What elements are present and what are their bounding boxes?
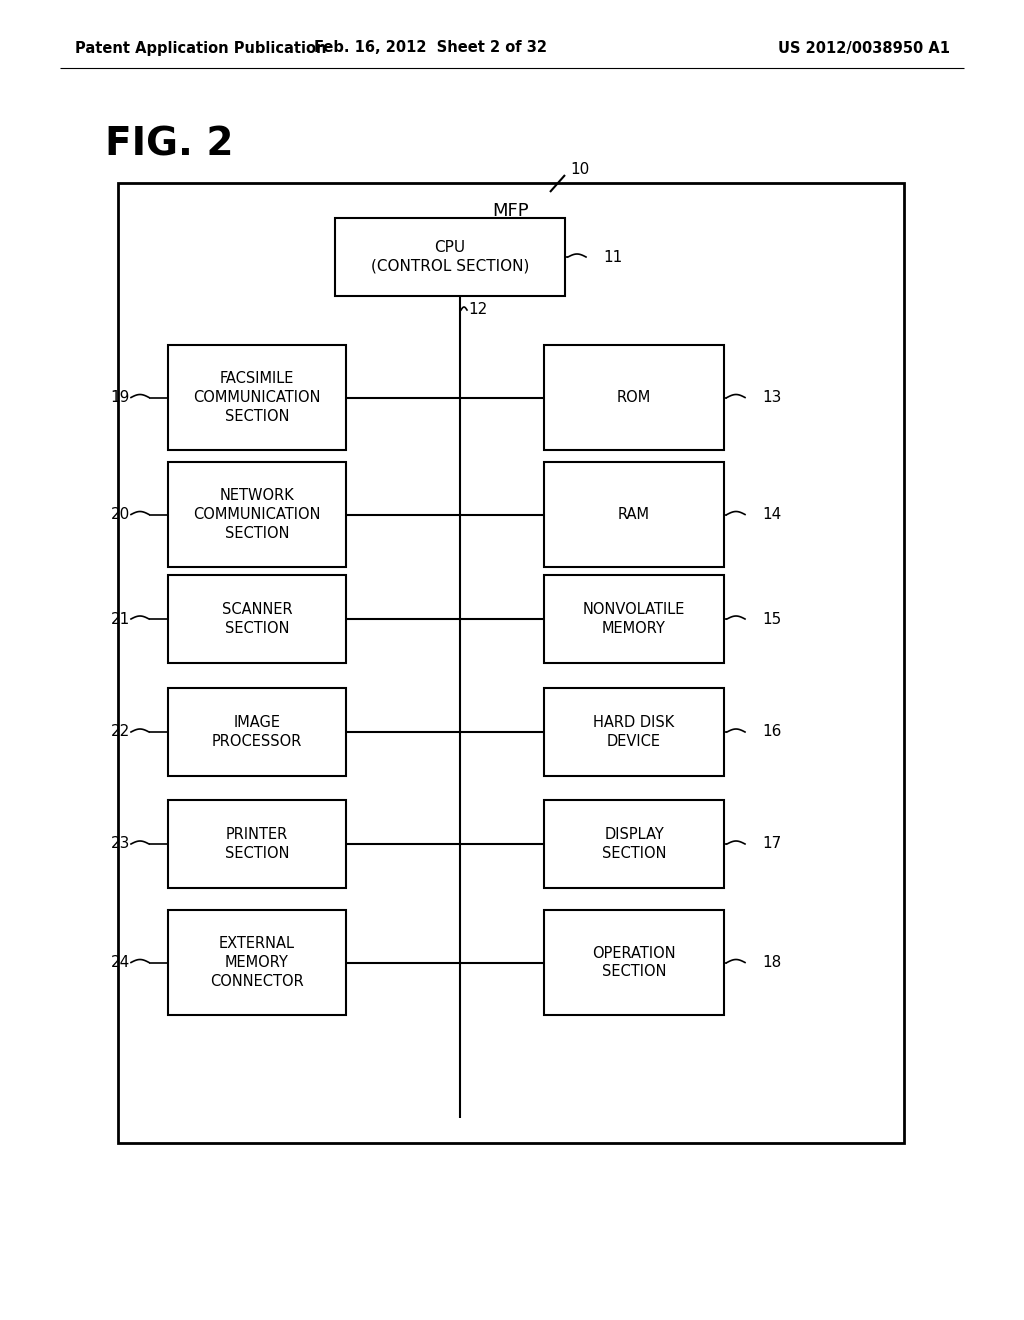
Text: PRINTER
SECTION: PRINTER SECTION	[224, 828, 289, 861]
Text: CPU
(CONTROL SECTION): CPU (CONTROL SECTION)	[371, 240, 529, 273]
Text: RAM: RAM	[618, 507, 650, 521]
Text: 16: 16	[762, 725, 781, 739]
Text: OPERATION
SECTION: OPERATION SECTION	[592, 945, 676, 979]
Text: FACSIMILE
COMMUNICATION
SECTION: FACSIMILE COMMUNICATION SECTION	[194, 371, 321, 424]
Text: DISPLAY
SECTION: DISPLAY SECTION	[602, 828, 667, 861]
Bar	[168, 462, 346, 568]
Bar	[168, 909, 346, 1015]
Text: MFP: MFP	[493, 202, 529, 220]
Text: 18: 18	[762, 954, 781, 970]
Bar	[168, 345, 346, 450]
Bar	[168, 576, 346, 663]
Text: 17: 17	[762, 837, 781, 851]
Text: 20: 20	[111, 507, 130, 521]
Text: HARD DISK
DEVICE: HARD DISK DEVICE	[593, 715, 675, 748]
Text: Feb. 16, 2012  Sheet 2 of 32: Feb. 16, 2012 Sheet 2 of 32	[313, 41, 547, 55]
Text: Patent Application Publication: Patent Application Publication	[75, 41, 327, 55]
Text: 23: 23	[111, 837, 130, 851]
Text: EXTERNAL
MEMORY
CONNECTOR: EXTERNAL MEMORY CONNECTOR	[210, 936, 304, 989]
Text: US 2012/0038950 A1: US 2012/0038950 A1	[778, 41, 950, 55]
Bar	[544, 462, 724, 568]
Text: ROM: ROM	[616, 389, 651, 405]
Text: 13: 13	[762, 389, 781, 405]
Text: SCANNER
SECTION: SCANNER SECTION	[221, 602, 292, 636]
Text: 15: 15	[762, 611, 781, 627]
Text: 14: 14	[762, 507, 781, 521]
Text: NETWORK
COMMUNICATION
SECTION: NETWORK COMMUNICATION SECTION	[194, 488, 321, 541]
Bar	[544, 345, 724, 450]
Text: 11: 11	[603, 249, 623, 264]
Bar	[168, 688, 346, 776]
Text: 22: 22	[111, 725, 130, 739]
Text: 24: 24	[111, 954, 130, 970]
Text: 10: 10	[570, 162, 589, 177]
Text: IMAGE
PROCESSOR: IMAGE PROCESSOR	[212, 715, 302, 748]
Text: 19: 19	[111, 389, 130, 405]
Bar	[335, 218, 565, 296]
Bar	[544, 688, 724, 776]
Bar	[544, 800, 724, 888]
Text: 21: 21	[111, 611, 130, 627]
Text: 12: 12	[468, 302, 487, 318]
Text: FIG. 2: FIG. 2	[105, 125, 233, 164]
Bar	[118, 183, 904, 1143]
Bar	[544, 909, 724, 1015]
Bar	[168, 800, 346, 888]
Bar	[544, 576, 724, 663]
Text: NONVOLATILE
MEMORY: NONVOLATILE MEMORY	[583, 602, 685, 636]
